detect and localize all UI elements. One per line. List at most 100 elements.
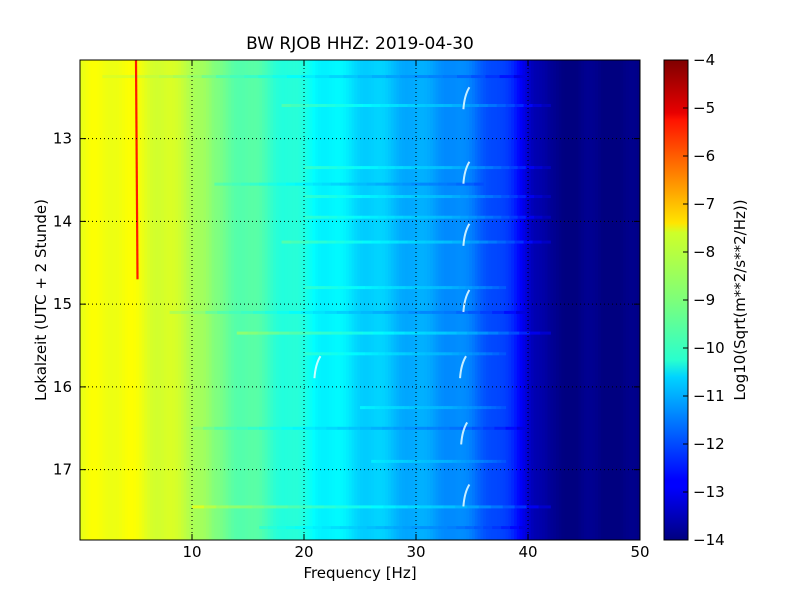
broadband-line-segment [384, 182, 395, 186]
broadband-line-segment [438, 352, 446, 356]
spectrogram-column [122, 60, 126, 540]
broadband-line-segment [407, 459, 413, 463]
broadband-line-segment [312, 166, 321, 170]
broadband-line-segment [286, 182, 296, 186]
spectrogram-column [603, 60, 607, 540]
spectrogram-column [550, 60, 554, 540]
spectrogram-column [634, 60, 638, 540]
broadband-line-segment [384, 352, 392, 356]
broadband-line-segment [310, 286, 318, 290]
broadband-line-segment [357, 352, 365, 356]
broadband-line-segment [344, 286, 352, 290]
spectrogram-column [365, 60, 369, 540]
broadband-line-segment [312, 182, 323, 186]
spectrogram-column [175, 60, 179, 540]
spectrogram-column [432, 60, 437, 540]
broadband-line-segment [410, 166, 420, 170]
broadband-line-segment [229, 310, 242, 314]
broadband-line-segment [478, 104, 489, 108]
broadband-line-segment [451, 195, 461, 199]
spectrogram-column [360, 60, 364, 540]
broadband-line-segment [404, 426, 417, 430]
colorbar-label: Log10(Sqrt(m**2/s**2/Hz)) [731, 199, 749, 400]
spectrogram-column [385, 60, 389, 540]
broadband-line-segment [476, 406, 482, 410]
broadband-line-segment [460, 240, 471, 244]
spectrogram-column [522, 60, 526, 540]
broadband-line-segment [492, 352, 500, 356]
plot-frame [79, 59, 641, 541]
spectrogram-column [376, 60, 381, 540]
spectrogram-column [421, 60, 425, 540]
spectrogram-column [469, 60, 473, 540]
spectrogram-column [460, 60, 465, 540]
broadband-line-segment [454, 505, 468, 509]
spectrogram-column [130, 60, 134, 540]
spectrogram-column [295, 60, 299, 540]
spectrogram-column [194, 60, 199, 540]
broadband-line-segment [398, 240, 408, 244]
broadband-line-segment [411, 352, 419, 356]
spectrogram-column [315, 60, 319, 540]
broadband-line-segment [391, 352, 399, 356]
broadband-line-segment [445, 286, 453, 290]
broadband-line-segment [330, 352, 339, 356]
spectrogram-column [483, 60, 487, 540]
spectrogram-column [172, 60, 176, 540]
spectrogram-column [407, 60, 411, 540]
broadband-line-segment [369, 166, 379, 170]
broadband-line-segment [336, 215, 346, 219]
broadband-line-segment [407, 104, 417, 108]
broadband-line-segment [519, 331, 530, 335]
broadband-line-segment [541, 240, 551, 244]
spectrogram-column [329, 60, 333, 540]
spectrogram-column [390, 60, 395, 540]
broadband-line-segment [400, 75, 416, 79]
broadband-line-segment [371, 75, 387, 79]
x-tick-label: 50 [630, 543, 649, 561]
spectrogram-column [516, 60, 521, 540]
broadband-line-segment [487, 240, 498, 244]
broadband-line-segment [259, 526, 269, 530]
broadband-line-segment [420, 459, 426, 463]
broadband-line-segment [423, 406, 429, 410]
broadband-line-segment [402, 459, 408, 463]
broadband-line-segment [230, 75, 245, 79]
spectrogram-column [578, 60, 582, 540]
broadband-line-segment [357, 286, 365, 290]
broadband-line-segment [369, 215, 379, 219]
broadband-line-segment [351, 286, 359, 290]
broadband-line-segment [398, 104, 408, 108]
broadband-line-segment [371, 505, 384, 509]
broadband-line-segment [315, 426, 327, 430]
broadband-line-segment [317, 240, 327, 244]
broadband-line-segment [451, 104, 462, 108]
spectrogram-column [225, 60, 229, 540]
transient-event [460, 421, 469, 445]
broadband-line-segment [478, 505, 492, 509]
broadband-line-segment [517, 166, 527, 170]
spectrogram-column [388, 60, 392, 540]
spectrogram-column [511, 60, 515, 540]
y-tick-label: 15 [53, 295, 72, 313]
broadband-line-segment [357, 75, 373, 79]
spectrogram-column [637, 60, 640, 540]
spectrogram-column [446, 60, 451, 540]
spectrogram-column [113, 60, 117, 540]
broadband-line-segment [445, 331, 457, 335]
broadband-line-segment [326, 240, 336, 244]
spectrogram-column [553, 60, 557, 540]
broadband-line-segment [278, 331, 290, 335]
broadband-line-segment [505, 104, 516, 108]
broadband-line-segment [533, 166, 543, 170]
spectrogram-column [150, 60, 154, 540]
spectrogram-column [595, 60, 599, 540]
broadband-line-segment [203, 505, 217, 509]
broadband-line [102, 75, 529, 79]
broadband-line-segment [270, 426, 283, 430]
broadband-line-segment [404, 331, 415, 335]
spectrogram-column [281, 60, 285, 540]
spectrogram-column [155, 60, 159, 540]
spectrogram-column [402, 60, 406, 540]
broadband-line-segment [344, 352, 352, 356]
